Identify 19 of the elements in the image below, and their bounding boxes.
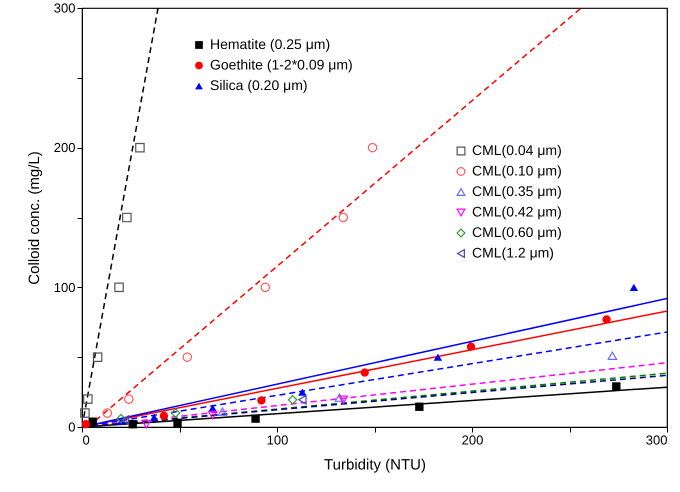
legend-label: Hematite (0.25 μm) (210, 36, 330, 52)
legend-label: CML(0.42 μm) (472, 204, 562, 220)
y-tick-label: 100 (54, 280, 76, 295)
x-axis-title: Turbidity (NTU) (324, 456, 426, 474)
y-tick-label: 200 (54, 140, 76, 156)
legend-label: Silica (0.20 μm) (210, 77, 308, 93)
legend-label: CML(0.10 μm) (472, 162, 562, 178)
legend-label: CML(0.60 μm) (472, 224, 562, 240)
x-tick-label: 200 (462, 432, 484, 448)
legend-label: CML(0.35 μm) (472, 183, 562, 199)
legend-label: CML(0.04 μm) (472, 142, 562, 158)
legend-label: CML(1.2 μm) (472, 244, 554, 260)
x-tick-label: 0 (82, 432, 90, 448)
x-tick-label: 100 (266, 432, 288, 448)
x-tick-label: 300 (646, 432, 668, 448)
legend-label: Goethite (1-2*0.09 μm) (210, 56, 353, 72)
y-axis-title: Colloid conc. (mg/L) (26, 151, 43, 285)
y-tick-label: 300 (54, 0, 76, 16)
y-tick-label: 0 (68, 420, 76, 434)
